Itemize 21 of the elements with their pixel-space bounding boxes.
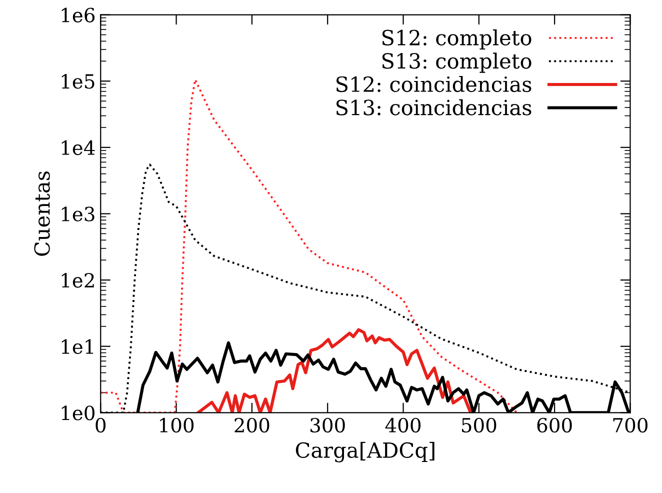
legend-label: S12: completo xyxy=(382,29,532,50)
x-tick-label: 100 xyxy=(160,418,194,433)
legend-label: S13: completo xyxy=(382,52,532,73)
x-tick-label: 200 xyxy=(234,418,270,433)
y-tick-label: 1e3 xyxy=(62,206,94,222)
legend-label: S12: coincidencias xyxy=(336,76,532,92)
y-tick-label: 1e2 xyxy=(62,272,94,288)
x-tick-label: 600 xyxy=(537,418,572,433)
y-axis-title: Cuentas xyxy=(34,171,50,256)
x-tick-label: 300 xyxy=(310,418,345,433)
x-tick-label: 500 xyxy=(462,418,496,433)
y-tick-label: 1e5 xyxy=(62,74,94,89)
x-axis-title: Carga[ADCq] xyxy=(296,442,434,462)
y-tick-label: 1e1 xyxy=(62,339,93,354)
y-tick-label: 1e6 xyxy=(62,8,95,22)
x-tick-label: 0 xyxy=(96,418,106,433)
x-tick-label: 400 xyxy=(385,418,421,433)
y-tick-label: 1e4 xyxy=(62,140,95,156)
y-tick-label: 1e0 xyxy=(62,406,94,420)
legend-label: S13: coincidencias xyxy=(336,99,532,116)
x-tick-label: 700 xyxy=(613,418,648,433)
